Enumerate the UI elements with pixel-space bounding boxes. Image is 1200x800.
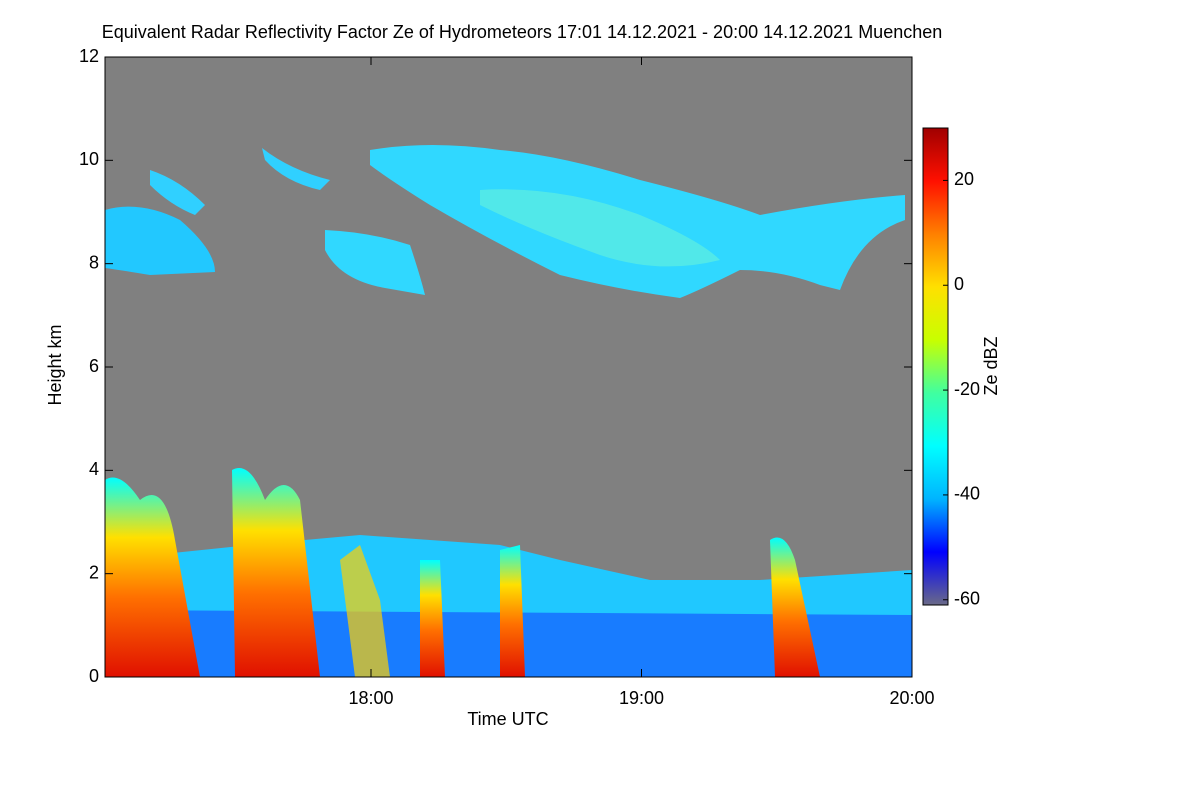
x-tick-label: 19:00 [619,688,664,708]
echo [232,468,320,677]
echo [480,189,720,267]
y-tick-label: 10 [79,149,99,169]
y-tick-label: 12 [79,46,99,66]
colorbar-tick-label: -40 [954,484,980,504]
echo [262,148,330,190]
x-axis-label: Time UTC [467,709,548,729]
colorbar [922,127,949,606]
colorbar-tick-label: 20 [954,169,974,189]
y-tick-label: 8 [89,252,99,272]
colorbar-tick-label: 0 [954,274,964,294]
colorbar-tick-label: -20 [954,379,980,399]
echo [105,477,200,677]
echo [340,545,390,677]
x-tick-label: 20:00 [889,688,934,708]
echo [105,206,215,275]
y-axis-label: Height km [45,324,65,405]
echo [500,545,525,677]
echo [420,560,445,677]
y-tick-label: 2 [89,562,99,582]
y-tick-label: 6 [89,356,99,376]
echo [150,170,205,215]
radar-echoes [105,145,912,677]
colorbar-tick-label: -60 [954,589,980,609]
x-tick-label: 18:00 [348,688,393,708]
y-tick-label: 4 [89,459,99,479]
echo [770,537,820,677]
echo [325,230,425,295]
colorbar-label: Ze dBZ [981,336,1001,395]
y-tick-label: 0 [89,666,99,686]
chart-title: Equivalent Radar Reflectivity Factor Ze … [102,22,943,42]
